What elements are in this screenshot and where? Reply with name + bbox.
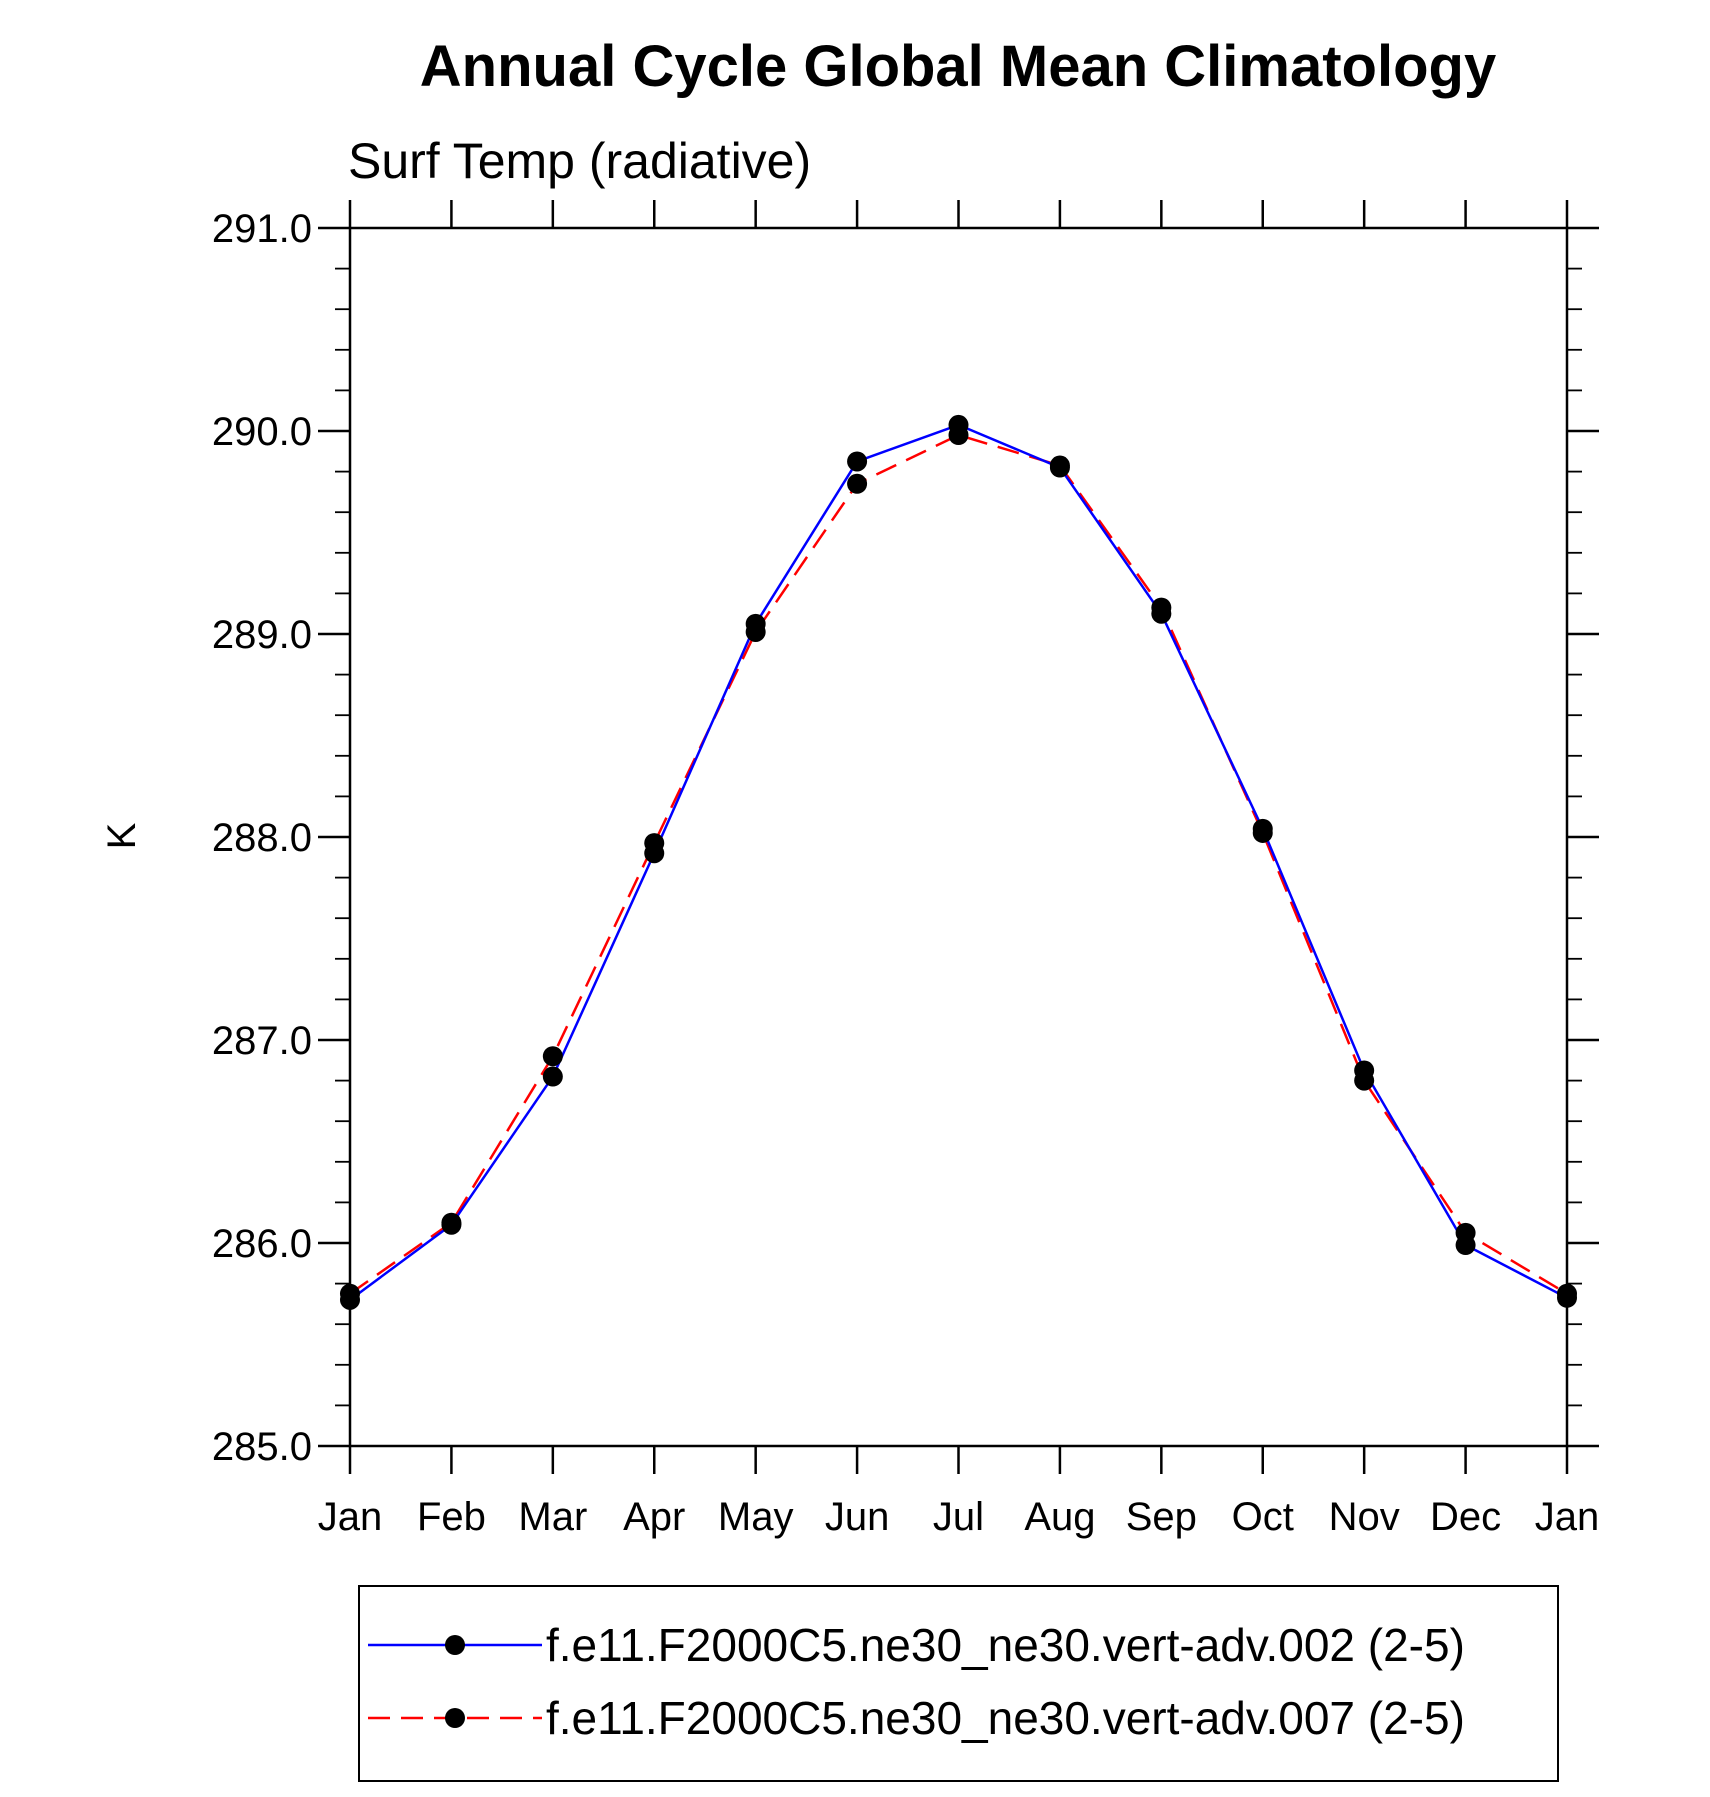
x-tick-label: Nov xyxy=(1329,1495,1400,1539)
plot-frame xyxy=(348,226,1569,1448)
x-tick-label: Dec xyxy=(1430,1495,1501,1539)
y-tick-label: 285.0 xyxy=(212,1425,312,1469)
data-point xyxy=(644,833,665,854)
x-tick-label: Apr xyxy=(623,1495,685,1539)
data-point xyxy=(847,473,868,494)
x-tick-label: Mar xyxy=(518,1495,587,1539)
x-tick-label: Sep xyxy=(1126,1495,1197,1539)
legend-label: f.e11.F2000C5.ne30_ne30.vert-adv.007 (2-… xyxy=(546,1692,1465,1744)
data-point xyxy=(340,1283,360,1304)
series-line xyxy=(349,433,1568,1295)
x-tick-label: Aug xyxy=(1024,1495,1095,1539)
x-tick-label: May xyxy=(718,1495,794,1539)
x-tick-label: Feb xyxy=(417,1495,486,1539)
legend: f.e11.F2000C5.ne30_ne30.vert-adv.002 (2-… xyxy=(368,1619,1465,1744)
y-tick-label: 288.0 xyxy=(212,816,312,860)
x-tick-label: Jun xyxy=(825,1495,890,1539)
data-point xyxy=(847,451,868,472)
data-point xyxy=(542,1046,563,1067)
axes-layer: Jan Feb Mar Apr May Jun Jul Aug Sep Oct Nov Dec Jan2… xyxy=(212,200,1599,1539)
data-point xyxy=(745,621,766,642)
y-tick-label: 289.0 xyxy=(212,613,312,657)
data-point xyxy=(1151,597,1172,618)
y-axis-label: K xyxy=(100,822,144,849)
data-point xyxy=(542,1066,563,1087)
x-tick-label: Oct xyxy=(1232,1495,1294,1539)
chart-subtitle: Surf Temp (radiative) xyxy=(348,133,811,189)
data-point xyxy=(1354,1070,1375,1091)
series-line xyxy=(349,423,1568,1301)
legend-label: f.e11.F2000C5.ne30_ne30.vert-adv.002 (2-… xyxy=(546,1619,1465,1671)
y-tick-label: 286.0 xyxy=(212,1222,312,1266)
series-layer xyxy=(340,414,1577,1310)
data-point xyxy=(1049,455,1070,476)
x-tick-label: Jan xyxy=(318,1495,383,1539)
data-point xyxy=(441,1212,462,1233)
chart-title: Annual Cycle Global Mean Climatology xyxy=(420,34,1496,99)
data-point xyxy=(1455,1222,1476,1243)
x-tick-label: Jan xyxy=(1535,1495,1600,1539)
data-point xyxy=(1557,1283,1577,1304)
x-tick-label: Jul xyxy=(933,1495,984,1539)
legend-box xyxy=(358,1585,1559,1782)
data-point xyxy=(1252,822,1273,843)
y-tick-label: 287.0 xyxy=(212,1019,312,1063)
y-tick-label: 291.0 xyxy=(212,207,312,251)
data-point xyxy=(948,425,969,446)
y-tick-label: 290.0 xyxy=(212,410,312,454)
legend-marker xyxy=(445,1635,465,1655)
legend-marker xyxy=(445,1708,465,1728)
